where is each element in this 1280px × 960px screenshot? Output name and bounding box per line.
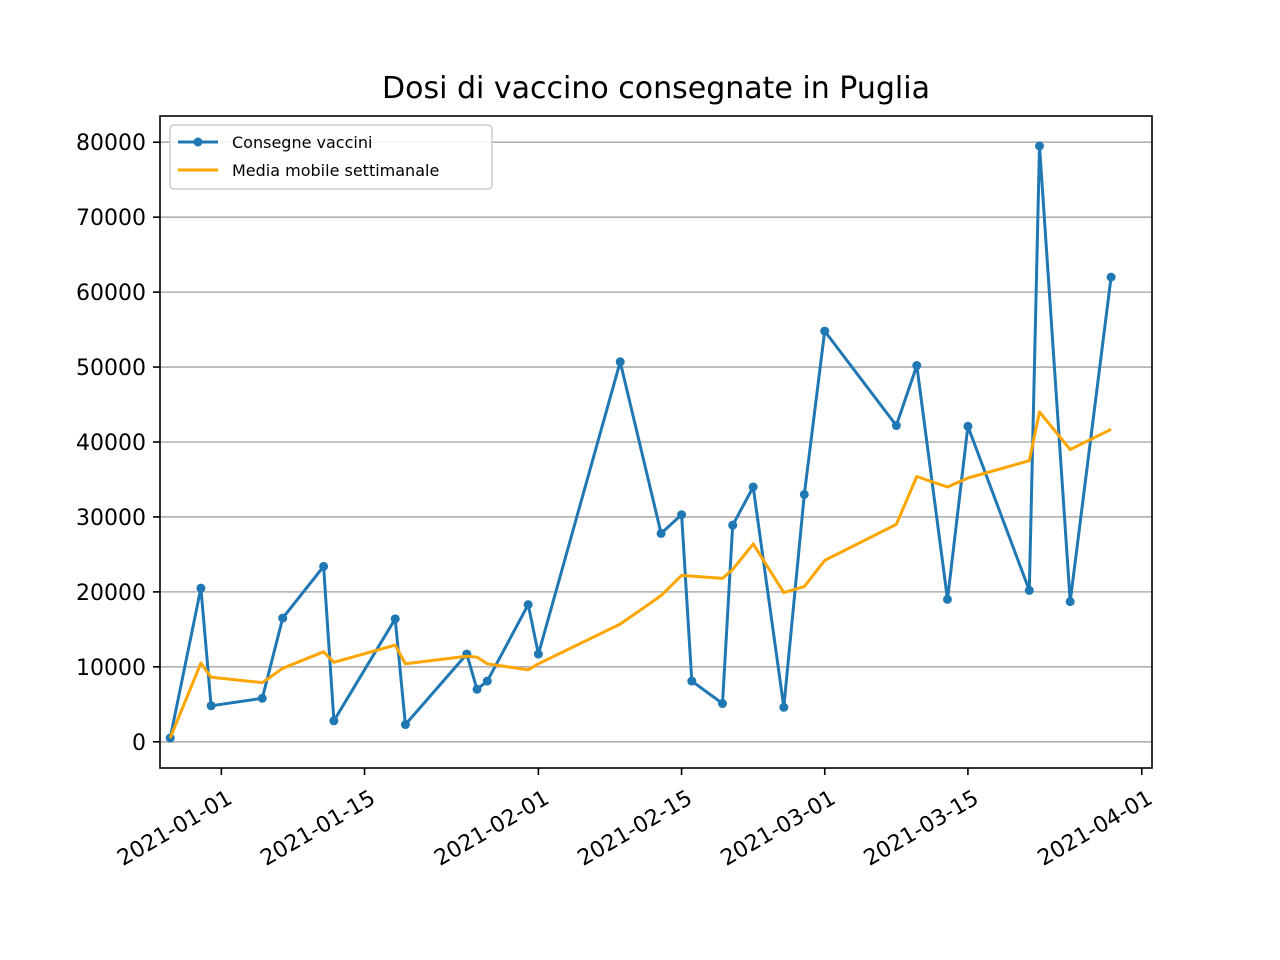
data-point	[942, 594, 952, 604]
legend: Consegne vaccini Media mobile settimanale	[169, 124, 493, 190]
legend-label: Media mobile settimanale	[232, 161, 439, 180]
y-tick-label: 30000	[76, 506, 146, 531]
series-line-consegne	[168, 144, 1113, 739]
y-axis: 0 10000 20000 30000 40000 50000 60000 70000 8000…	[76, 131, 160, 756]
y-tick-label: 80000	[76, 131, 146, 156]
y-tick-label: 0	[132, 731, 146, 756]
data-point	[523, 600, 533, 610]
data-point	[482, 676, 492, 686]
data-point	[390, 614, 400, 624]
legend-marker	[193, 137, 203, 147]
chart-title: Dosi di vaccino consegnate in Puglia	[382, 71, 930, 106]
data-point	[779, 702, 789, 712]
data-point	[1106, 272, 1116, 282]
data-point	[656, 528, 666, 538]
data-point	[891, 421, 901, 431]
data-point	[820, 326, 830, 336]
y-tick-label: 10000	[76, 656, 146, 681]
data-point	[963, 421, 973, 431]
legend-label: Consegne vaccini	[232, 133, 372, 152]
data-point	[206, 701, 216, 711]
data-point	[912, 361, 922, 371]
data-point	[1024, 585, 1034, 595]
data-point	[257, 693, 267, 703]
y-tick-label: 40000	[76, 431, 146, 456]
data-point	[472, 684, 482, 694]
data-point	[615, 357, 625, 367]
data-point	[329, 716, 339, 726]
data-point	[400, 720, 410, 730]
data-point	[748, 482, 758, 492]
data-point	[687, 676, 697, 686]
y-tick-label: 20000	[76, 581, 146, 606]
y-tick-label: 50000	[76, 356, 146, 381]
data-point	[278, 613, 288, 623]
series-line-media-mobile	[168, 410, 1112, 739]
data-point	[1065, 597, 1075, 607]
series-group	[165, 141, 1116, 743]
data-point	[533, 649, 543, 659]
legend-box	[169, 124, 493, 190]
data-point	[319, 561, 329, 571]
data-point	[799, 489, 809, 499]
data-point	[728, 520, 738, 530]
y-tick-label: 70000	[76, 206, 146, 231]
data-point	[196, 583, 206, 593]
data-point	[717, 699, 727, 709]
data-point	[1035, 141, 1045, 151]
data-point	[677, 510, 687, 520]
y-tick-label: 60000	[76, 281, 146, 306]
